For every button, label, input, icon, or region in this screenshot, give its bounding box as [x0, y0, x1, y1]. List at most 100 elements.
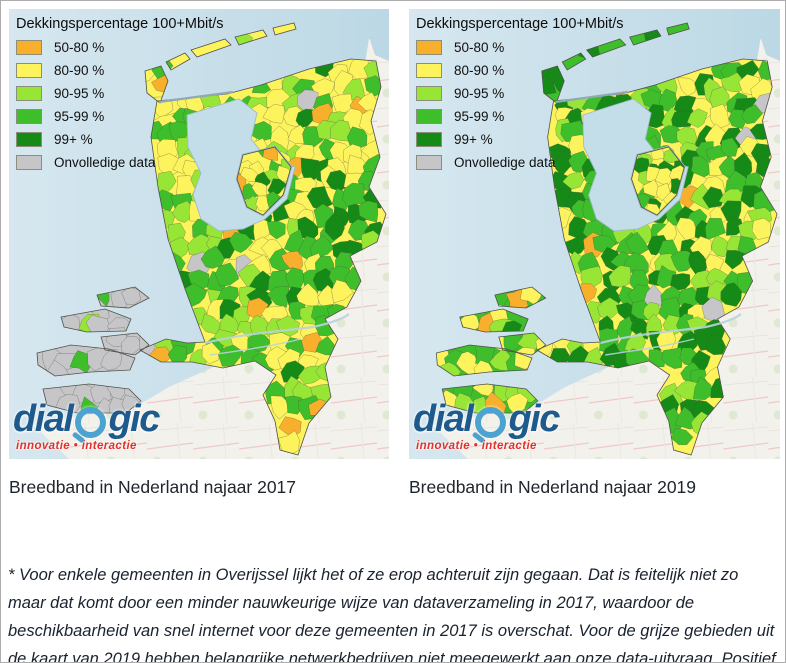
- river-rhine: [204, 313, 350, 345]
- coastline-outline: [435, 22, 778, 456]
- logo-text-dial: dial: [413, 398, 474, 440]
- legend-row: Onvolledige data: [16, 155, 224, 170]
- legend-row: 95-99 %: [16, 109, 224, 124]
- logo-tagline: innovatie • interactie: [16, 440, 137, 452]
- caption-2017: Breedband in Nederland najaar 2017: [9, 477, 297, 497]
- legend-row: 90-95 %: [416, 86, 624, 101]
- legend-swatch-yellow: [416, 63, 442, 78]
- legend-label: 95-99 %: [454, 109, 505, 124]
- legend-label: 90-95 %: [54, 86, 105, 101]
- legend-2019: Dekkingspercentage 100+Mbit/s 50-80 % 80…: [416, 16, 624, 178]
- legend-label: 99+ %: [54, 132, 93, 147]
- legend-row: 80-90 %: [416, 63, 624, 78]
- logo-tagline: innovatie • interactie: [416, 440, 537, 452]
- map-figure-2019: Dekkingspercentage 100+Mbit/s 50-80 % 80…: [409, 9, 780, 459]
- municipality-cell: [310, 235, 335, 257]
- municipality-cell: [720, 282, 742, 307]
- legend-swatch-gray: [16, 155, 42, 170]
- legend-label: 99+ %: [454, 132, 493, 147]
- legend-row: 50-80 %: [416, 40, 624, 55]
- legend-label: 90-95 %: [454, 86, 505, 101]
- legend-row: 50-80 %: [16, 40, 224, 55]
- legend-label: Onvolledige data: [54, 155, 156, 170]
- legend-swatch-lightgreen: [416, 86, 442, 101]
- legend-swatch-green: [416, 109, 442, 124]
- map-figure-2017: Dekkingspercentage 100+Mbit/s 50-80 % 80…: [9, 9, 389, 459]
- municipality-cell: [661, 346, 683, 369]
- legend-label: Onvolledige data: [454, 155, 556, 170]
- legend-title: Dekkingspercentage 100+Mbit/s: [16, 16, 224, 32]
- legend-2017: Dekkingspercentage 100+Mbit/s 50-80 % 80…: [16, 16, 224, 178]
- dialogic-logo: dial gic innovatie • interactie: [13, 398, 160, 453]
- municipality-cell: [562, 171, 585, 190]
- dialogic-wordmark: dial gic: [13, 398, 160, 440]
- logo-o-lens-icon: [75, 407, 107, 438]
- municipality-cell: [658, 88, 678, 112]
- legend-row: 90-95 %: [16, 86, 224, 101]
- footnote-text: * Voor enkele gemeenten in Overijssel li…: [8, 565, 776, 663]
- caption-2019: Breedband in Nederland najaar 2019: [409, 477, 697, 497]
- afsluitdijk: [555, 90, 628, 104]
- legend-row: Onvolledige data: [416, 155, 624, 170]
- river-maas: [209, 338, 302, 356]
- municipality-cell: [358, 200, 379, 223]
- legend-row: 99+ %: [416, 132, 624, 147]
- municipality-cell: [686, 108, 708, 128]
- legend-label: 80-90 %: [454, 63, 505, 78]
- legend-swatch-darkgreen: [416, 132, 442, 147]
- logo-text-gic: gic: [508, 398, 560, 440]
- coastline-outline: [236, 146, 292, 216]
- legend-swatch-orange: [16, 40, 42, 55]
- legend-swatch-green: [16, 109, 42, 124]
- municipality-cell: [553, 149, 574, 177]
- dialogic-wordmark: dial gic: [413, 398, 560, 440]
- municipality-cell: [278, 416, 302, 437]
- municipality-cell: [675, 217, 697, 241]
- municipality-cell: [306, 186, 333, 210]
- municipality-cell: [706, 333, 727, 356]
- municipality-cell: [228, 231, 254, 254]
- river-maas: [605, 338, 695, 356]
- legend-label: 50-80 %: [54, 40, 105, 55]
- logo-text-gic: gic: [108, 398, 160, 440]
- municipality-cell: [724, 250, 747, 270]
- municipality-cell: [608, 265, 632, 288]
- river-rhine: [600, 313, 742, 345]
- netherlands-choropleth-svg: [409, 9, 780, 459]
- legend-swatch-gray: [416, 155, 442, 170]
- eems-estuary: [369, 37, 389, 61]
- municipality-cell: [643, 301, 661, 320]
- municipality-cell: [720, 200, 742, 222]
- netherlands-choropleth-svg: [9, 9, 389, 459]
- legend-swatch-lightgreen: [16, 86, 42, 101]
- legend-swatch-darkgreen: [16, 132, 42, 147]
- municipality-cell: [324, 213, 345, 241]
- dialogic-logo: dial gic innovatie • interactie: [413, 398, 560, 453]
- legend-swatch-yellow: [16, 63, 42, 78]
- legend-row: 80-90 %: [16, 63, 224, 78]
- municipality-cell: [215, 262, 240, 287]
- eems-estuary: [760, 37, 780, 61]
- municipality-cell: [331, 279, 354, 304]
- municipality-cell: [300, 157, 320, 183]
- municipality-cell: [597, 297, 620, 321]
- municipality-cell: [709, 103, 730, 130]
- municipality-cell: [740, 104, 763, 125]
- legend-swatch-orange: [416, 40, 442, 55]
- legend-title: Dekkingspercentage 100+Mbit/s: [416, 16, 624, 32]
- logo-o-lens-icon: [475, 407, 507, 438]
- coastline-outline: [631, 146, 685, 216]
- legend-label: 50-80 %: [454, 40, 505, 55]
- municipality-cell: [248, 270, 272, 293]
- municipality-cell: [677, 77, 697, 97]
- legend-row: 99+ %: [16, 132, 224, 147]
- legend-label: 95-99 %: [54, 109, 105, 124]
- logo-text-dial: dial: [13, 398, 74, 440]
- municipality-cell: [720, 72, 745, 93]
- legend-label: 80-90 %: [54, 63, 105, 78]
- municipality-cell: [266, 220, 286, 240]
- afsluitdijk: [158, 90, 234, 104]
- municipality-cells: [436, 23, 778, 445]
- municipality-cell: [200, 245, 225, 269]
